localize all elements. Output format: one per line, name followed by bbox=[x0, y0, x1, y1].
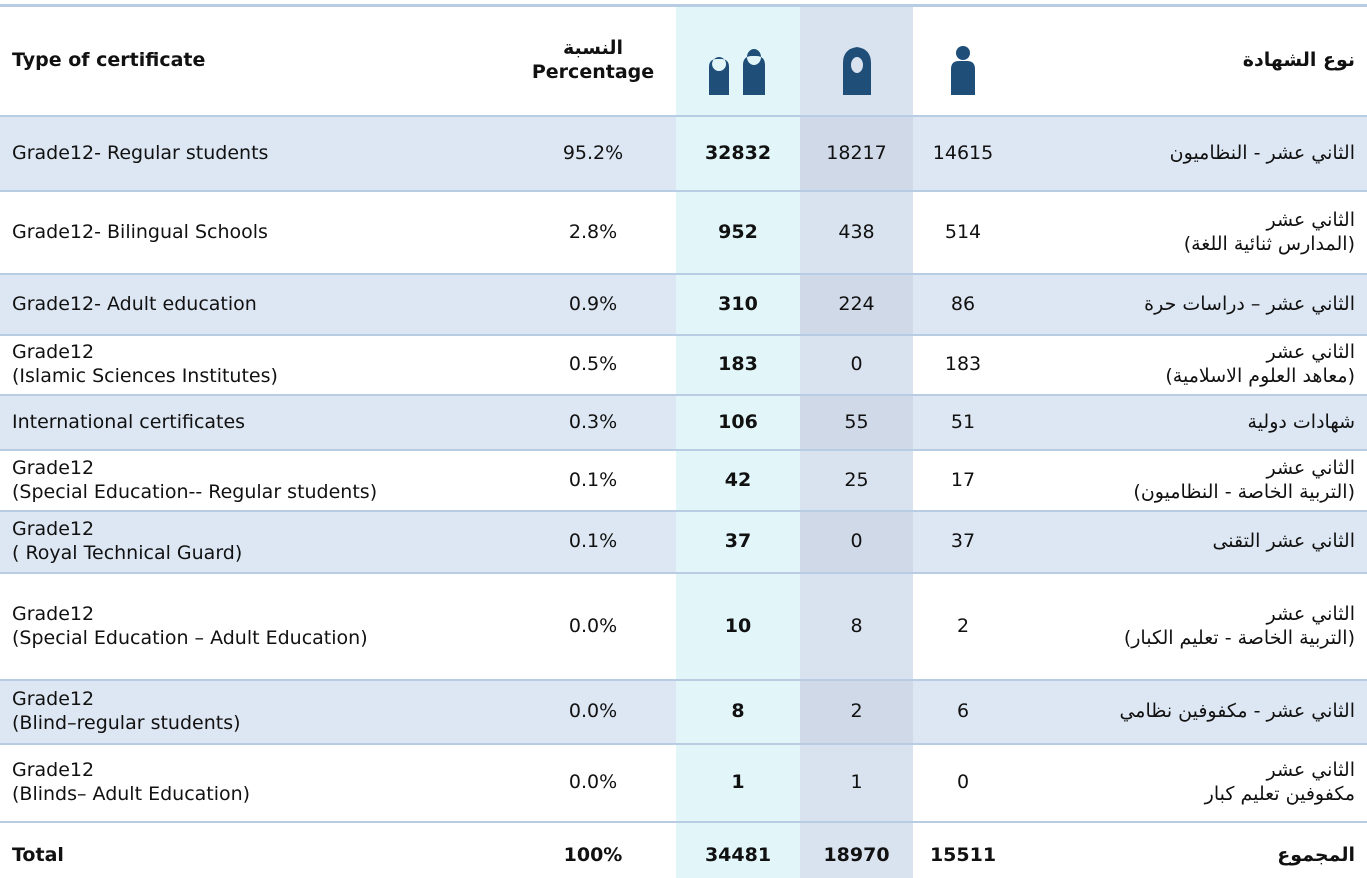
male: 514 bbox=[913, 191, 1013, 275]
english-label: Grade12- Bilingual Schools bbox=[0, 191, 510, 275]
total: 10 bbox=[676, 573, 800, 681]
total: 106 bbox=[676, 395, 800, 451]
arabic-label: المجموع bbox=[1013, 822, 1367, 878]
english-label: Grade12 (Islamic Sciences Institutes) bbox=[0, 335, 510, 396]
percentage: 0.9% bbox=[510, 274, 676, 336]
male: 14615 bbox=[913, 116, 1013, 192]
header-english: Type of certificate bbox=[0, 5, 510, 117]
percentage: 95.2% bbox=[510, 116, 676, 192]
arabic-label: الثاني عشر - مكفوفين نظامي bbox=[1013, 680, 1367, 745]
male: 15511 bbox=[913, 822, 1013, 878]
male: 183 bbox=[913, 335, 1013, 396]
table-row: International certificates 0.3% 106 55 51 شها… bbox=[0, 395, 1367, 451]
total: 32832 bbox=[676, 116, 800, 192]
certificate-table: Type of certificate النسبة Percentage نو… bbox=[0, 4, 1367, 878]
percentage: 0.0% bbox=[510, 573, 676, 681]
total: 37 bbox=[676, 511, 800, 574]
table-row: Grade12- Regular students 95.2% 32832 18217… bbox=[0, 116, 1367, 192]
header-female-icon bbox=[800, 5, 913, 117]
table-row: Grade12 (Special Education – Adult Educa… bbox=[0, 573, 1367, 681]
male: 6 bbox=[913, 680, 1013, 745]
arabic-label: الثاني عشر (التربية الخاصة - تعليم الكبا… bbox=[1013, 573, 1367, 681]
arabic-label: شهادات دولية bbox=[1013, 395, 1367, 451]
female: 0 bbox=[800, 335, 913, 396]
english-label: Grade12 (Special Education-- Regular stu… bbox=[0, 450, 510, 512]
total: 1 bbox=[676, 744, 800, 823]
male: 17 bbox=[913, 450, 1013, 512]
female: 438 bbox=[800, 191, 913, 275]
arabic-label: الثاني عشر (التربية الخاصة - النظاميون) bbox=[1013, 450, 1367, 512]
male: 37 bbox=[913, 511, 1013, 574]
arabic-label: الثاني عشر - النظاميون bbox=[1013, 116, 1367, 192]
table-row: Total 100% 34481 18970 15511 المجموع bbox=[0, 822, 1367, 878]
table-row: Grade12 (Islamic Sciences Institutes) 0.5… bbox=[0, 335, 1367, 396]
total: 34481 bbox=[676, 822, 800, 878]
male: 51 bbox=[913, 395, 1013, 451]
header-total-icon bbox=[676, 5, 800, 117]
total: 310 bbox=[676, 274, 800, 336]
arabic-label: الثاني عشر – دراسات حرة bbox=[1013, 274, 1367, 336]
table-body: Type of certificate النسبة Percentage نو… bbox=[0, 5, 1367, 878]
table-row: Grade12- Bilingual Schools 2.8% 952 438 514 ا… bbox=[0, 191, 1367, 275]
table-row: Grade12- Adult education 0.9% 310 224 86 الثا… bbox=[0, 274, 1367, 336]
header-row: Type of certificate النسبة Percentage نو… bbox=[0, 5, 1367, 117]
arabic-label: الثاني عشر التقنى bbox=[1013, 511, 1367, 574]
female-icon bbox=[842, 46, 871, 95]
female: 1 bbox=[800, 744, 913, 823]
total: 183 bbox=[676, 335, 800, 396]
english-label: Grade12 (Special Education – Adult Educa… bbox=[0, 573, 510, 681]
arabic-label: الثاني عشر مكفوفين تعليم كبار bbox=[1013, 744, 1367, 823]
female: 224 bbox=[800, 274, 913, 336]
female: 0 bbox=[800, 511, 913, 574]
english-label: Grade12- Regular students bbox=[0, 116, 510, 192]
female: 2 bbox=[800, 680, 913, 745]
female: 18970 bbox=[800, 822, 913, 878]
percentage: 0.1% bbox=[510, 511, 676, 574]
english-label: Total bbox=[0, 822, 510, 878]
female: 25 bbox=[800, 450, 913, 512]
header-male-icon bbox=[913, 5, 1013, 117]
header-percentage: النسبة Percentage bbox=[510, 5, 676, 117]
arabic-label: الثاني عشر (معاهد العلوم الاسلامية) bbox=[1013, 335, 1367, 396]
english-label: Grade12 ( Royal Technical Guard) bbox=[0, 511, 510, 574]
arabic-label: الثاني عشر (المدارس ثنائية اللغة) bbox=[1013, 191, 1367, 275]
percentage: 2.8% bbox=[510, 191, 676, 275]
percentage: 0.5% bbox=[510, 335, 676, 396]
total: 952 bbox=[676, 191, 800, 275]
table-row: Grade12 (Special Education-- Regular stu… bbox=[0, 450, 1367, 512]
page: Type of certificate النسبة Percentage نو… bbox=[0, 4, 1367, 878]
english-label: Grade12- Adult education bbox=[0, 274, 510, 336]
percentage: 100% bbox=[510, 822, 676, 878]
english-label: Grade12 (Blinds– Adult Education) bbox=[0, 744, 510, 823]
table-row: Grade12 (Blind–regular students) 0.0% 8 2 6 ا… bbox=[0, 680, 1367, 745]
male: 86 bbox=[913, 274, 1013, 336]
header-arabic: نوع الشهادة bbox=[1013, 5, 1367, 117]
male: 2 bbox=[913, 573, 1013, 681]
female: 8 bbox=[800, 573, 913, 681]
male: 0 bbox=[913, 744, 1013, 823]
male-icon bbox=[951, 45, 975, 95]
male-female-icon bbox=[709, 48, 765, 95]
female: 18217 bbox=[800, 116, 913, 192]
english-label: International certificates bbox=[0, 395, 510, 451]
table-row: Grade12 (Blinds– Adult Education) 0.0% 1 1 0… bbox=[0, 744, 1367, 823]
percentage: 0.3% bbox=[510, 395, 676, 451]
total: 42 bbox=[676, 450, 800, 512]
table-row: Grade12 ( Royal Technical Guard) 0.1% 37 0 3… bbox=[0, 511, 1367, 574]
percentage: 0.1% bbox=[510, 450, 676, 512]
female: 55 bbox=[800, 395, 913, 451]
total: 8 bbox=[676, 680, 800, 745]
percentage: 0.0% bbox=[510, 680, 676, 745]
percentage: 0.0% bbox=[510, 744, 676, 823]
english-label: Grade12 (Blind–regular students) bbox=[0, 680, 510, 745]
